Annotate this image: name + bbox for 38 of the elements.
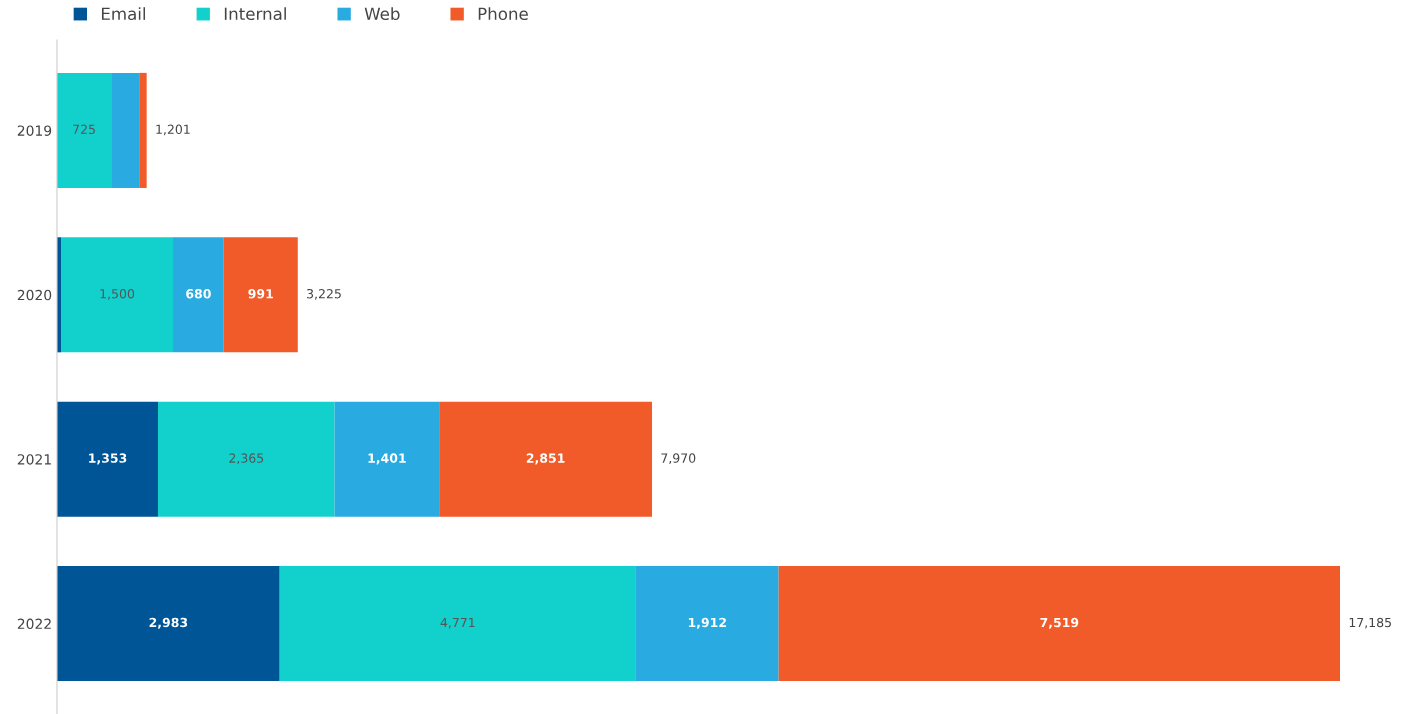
- bar: [111, 72, 140, 188]
- bar: [61, 237, 174, 353]
- legend-label: Phone: [478, 7, 528, 21]
- data-label: 1,353: [89, 453, 127, 465]
- bar: [778, 566, 1340, 682]
- total-label: 3,225: [307, 288, 341, 300]
- y-tick-label: 2022: [17, 618, 51, 630]
- data-label: 680: [186, 288, 211, 299]
- bar: [57, 72, 112, 188]
- total-label: 1,201: [156, 124, 190, 136]
- bar: [635, 566, 779, 682]
- total-label: 7,970: [661, 453, 696, 465]
- y-tick-label: 2020: [17, 289, 52, 301]
- bar: [223, 237, 298, 353]
- bar: [439, 401, 653, 517]
- data-label: 1,401: [368, 453, 406, 465]
- bar: [334, 401, 440, 517]
- bar: [57, 401, 159, 517]
- data-label: 7,519: [1040, 617, 1079, 629]
- y-tick-label: 2019: [17, 125, 52, 136]
- bar: [173, 237, 224, 353]
- bar: [57, 566, 280, 682]
- data-label: 1,500: [100, 288, 135, 300]
- data-label: 2,983: [149, 617, 188, 629]
- bar: [139, 72, 147, 188]
- legend-label: Internal: [224, 7, 286, 21]
- data-label: 2,851: [526, 453, 565, 465]
- data-label: 1,912: [688, 617, 726, 629]
- y-tick-label: 2021: [17, 454, 51, 465]
- total-label: 17,185: [1349, 617, 1391, 629]
- bar: [279, 566, 636, 682]
- data-label: 725: [73, 124, 95, 135]
- legend-label: Web: [364, 7, 400, 21]
- legend-label: Email: [101, 7, 146, 21]
- data-label: 991: [248, 288, 273, 299]
- data-label: 4,771: [440, 617, 475, 629]
- bar: [158, 401, 335, 517]
- data-label: 2,365: [229, 453, 264, 465]
